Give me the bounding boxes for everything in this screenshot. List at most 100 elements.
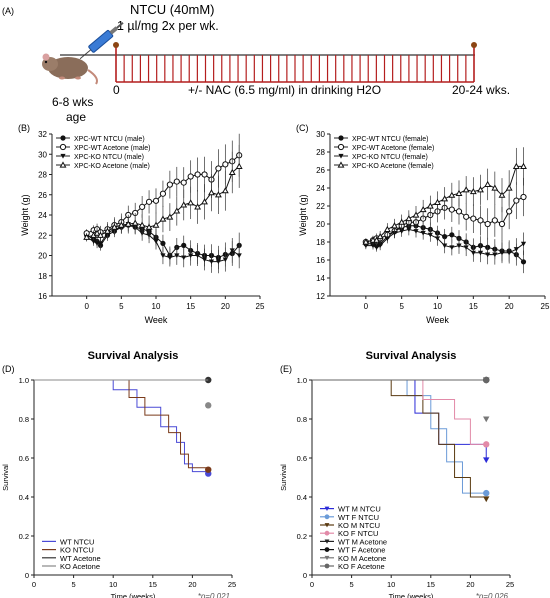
data-point (455, 208, 463, 215)
data-point (462, 186, 470, 193)
y-axis-label: Weight (g) (298, 194, 308, 235)
dose-label: 1 µl/mg 2x per wk. (117, 19, 219, 33)
age-label-line2: age (66, 110, 86, 124)
data-point (104, 227, 111, 234)
treatment-label: NTCU (40mM) (130, 2, 215, 17)
y-tick-label: 0.6 (19, 454, 29, 463)
x-tick-label: 10 (109, 580, 117, 589)
survival-curve (312, 379, 487, 498)
data-point (405, 214, 413, 222)
data-point (173, 207, 181, 214)
data-point (160, 240, 166, 246)
end-label: 20-24 wks. (452, 83, 510, 97)
timeline-start-label: 0 (113, 83, 120, 97)
data-point (338, 153, 344, 159)
p-value-annotation: *p=0.021 (198, 592, 230, 598)
survival-curve (34, 379, 209, 469)
legend-label: XPC-KO Acetone (male) (74, 163, 150, 170)
legend-label: WT Acetone (60, 554, 101, 563)
y-tick-label: 22 (38, 231, 47, 240)
data-point (419, 205, 427, 213)
y-tick-label: 28 (316, 148, 325, 157)
data-point (324, 530, 330, 536)
legend-label: XPC-KO NTCU (male) (74, 154, 144, 161)
y-axis-label: Survival (279, 464, 288, 491)
data-point (513, 247, 519, 252)
chart-title: Survival Analysis (88, 350, 179, 362)
x-tick-label: 20 (505, 302, 514, 311)
data-point (506, 208, 513, 215)
chart-d: (D) Survival Analysis 0 0.2 0.4 0.6 0.8 1.0 0 5 10… (1, 350, 236, 598)
data-point (441, 195, 449, 202)
chart-c: (C) 12 14 16 18 20 22 24 26 28 30 0 5 10 15 20 25 Week Wei… (296, 123, 550, 325)
data-point (477, 186, 484, 193)
y-tick-label: 20 (316, 220, 325, 229)
data-point (152, 221, 160, 228)
data-point (166, 181, 173, 188)
x-axis-label: Week (145, 315, 168, 325)
x-tick-label: 25 (228, 580, 236, 589)
data-point (83, 233, 91, 240)
data-point (60, 135, 66, 141)
data-point (60, 153, 66, 159)
data-point (138, 221, 146, 228)
data-point (324, 506, 330, 511)
timeline-end-dot (471, 42, 477, 48)
x-tick-label: 0 (310, 580, 314, 589)
data-point (194, 171, 201, 178)
y-tick-label: 18 (316, 238, 325, 247)
data-point (483, 489, 490, 497)
data-point (506, 250, 512, 256)
data-point (131, 219, 139, 226)
data-point (159, 215, 167, 222)
data-point (377, 243, 383, 249)
data-point (483, 457, 490, 464)
data-point (152, 197, 160, 204)
x-axis-label: Time (weeks) (389, 592, 434, 598)
data-point (483, 441, 490, 448)
x-tick-label: 15 (186, 302, 195, 311)
data-point (159, 190, 167, 197)
legend-label: WT M NTCU (338, 505, 381, 514)
y-tick-label: 32 (38, 130, 47, 139)
data-point (91, 239, 97, 244)
y-tick-label: 12 (316, 292, 325, 301)
legend-label: KO F NTCU (338, 529, 378, 538)
data-point (426, 202, 434, 209)
x-axis-label: Time (weeks) (111, 592, 156, 598)
y-tick-label: 0.8 (19, 415, 29, 424)
panel-letter: (C) (296, 123, 309, 133)
data-point (201, 257, 208, 263)
data-point (434, 198, 441, 205)
timeline-ticks (123, 55, 467, 82)
data-point (324, 514, 330, 520)
y-axis-label: Weight (g) (20, 194, 30, 235)
data-point (384, 236, 390, 241)
y-tick-label: 0 (25, 571, 29, 580)
legend-label: XPC-WT NTCU (male) (74, 136, 145, 143)
data-point (110, 223, 118, 230)
survival-curve (312, 379, 487, 494)
data-point (222, 257, 228, 263)
survival-curve (312, 379, 487, 445)
x-tick-label: 15 (427, 580, 435, 589)
legend-label: KO M NTCU (338, 521, 380, 530)
data-point (205, 466, 212, 473)
x-tick-label: 10 (387, 580, 395, 589)
panel-letter: (D) (2, 364, 15, 374)
data-point (324, 563, 330, 569)
data-point (373, 236, 381, 243)
chart-e: (E) Survival Analysis 0 0.2 0.4 0.6 0.8 1.0 0 5 10… (279, 350, 514, 598)
data-point (324, 555, 330, 561)
y-tick-label: 14 (316, 274, 325, 283)
y-tick-label: 24 (316, 184, 325, 193)
data-point (413, 229, 419, 234)
y-tick-label: 0 (303, 571, 307, 580)
data-point (391, 230, 398, 236)
data-point (145, 198, 153, 205)
data-point (97, 241, 104, 246)
data-point (470, 215, 477, 222)
data-point (483, 496, 490, 503)
y-tick-label: 0.2 (19, 532, 29, 541)
data-point (59, 143, 67, 151)
